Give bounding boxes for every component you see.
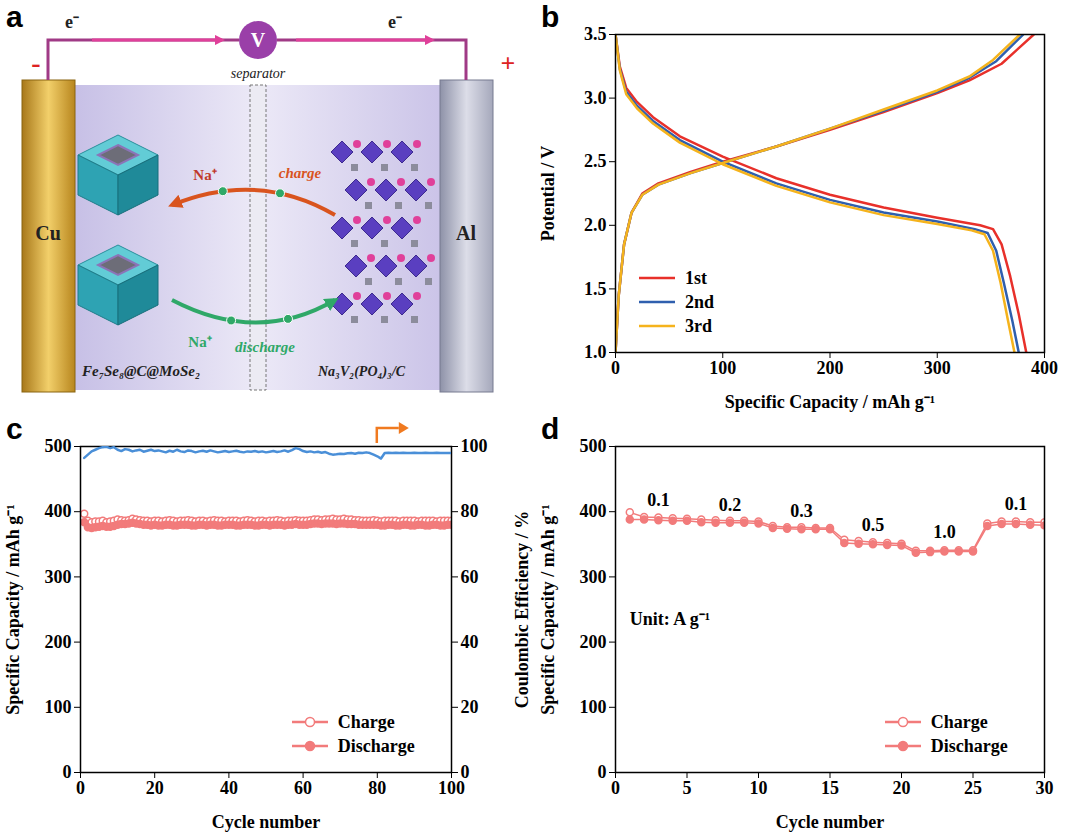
html-text:Discharge: Discharge (337, 735, 415, 756)
svg-text:300: 300 (924, 358, 951, 378)
svg-text:200: 200 (817, 358, 844, 378)
svg-text:Cycle number: Cycle number (776, 812, 884, 832)
svg-text:Na⁺: Na⁺ (188, 334, 211, 350)
svg-text:40: 40 (220, 778, 238, 798)
svg-text:200: 200 (45, 632, 72, 652)
svg-text:0.5: 0.5 (862, 515, 885, 535)
svg-text:30: 30 (1036, 778, 1054, 798)
svg-text:15: 15 (821, 778, 839, 798)
svg-text:20: 20 (893, 778, 911, 798)
svg-text:e⁻: e⁻ (388, 12, 402, 32)
svg-text:300: 300 (580, 567, 607, 587)
svg-text:Potential / V: Potential / V (538, 146, 558, 242)
svg-text:Al: Al (456, 222, 476, 244)
svg-text:0.1: 0.1 (647, 490, 670, 510)
html-text:a: a (6, 0, 23, 33)
svg-text:1.5: 1.5 (584, 279, 607, 299)
html-text:Charge: Charge (930, 711, 988, 732)
svg-text:80: 80 (368, 778, 386, 798)
svg-text:500: 500 (45, 436, 72, 456)
html-text:c: c (6, 412, 23, 445)
svg-text:0: 0 (611, 358, 620, 378)
svg-text:100: 100 (461, 436, 488, 456)
svg-text:0: 0 (598, 762, 607, 782)
svg-text:0.3: 0.3 (790, 501, 813, 521)
html-text:2nd: 2nd (685, 291, 714, 312)
svg-text:Specific Capacity / mAh g⁻¹: Specific Capacity / mAh g⁻¹ (3, 504, 23, 714)
svg-text:0.1: 0.1 (1005, 494, 1028, 514)
svg-text:400: 400 (580, 501, 607, 521)
svg-text:20: 20 (146, 778, 164, 798)
svg-text:Coulombic Efficiency / %: Coulombic Efficiency / % (512, 511, 532, 708)
html-text:1st: 1st (685, 267, 707, 288)
svg-text:60: 60 (461, 567, 479, 587)
svg-text:25: 25 (964, 778, 982, 798)
svg-text:Specific Capacity / mAh g⁻¹: Specific Capacity / mAh g⁻¹ (725, 392, 935, 412)
svg-text:80: 80 (461, 501, 479, 521)
svg-text:1.0: 1.0 (584, 342, 607, 362)
svg-text:V: V (251, 29, 266, 51)
svg-text:500: 500 (580, 436, 607, 456)
svg-text:2.5: 2.5 (584, 151, 607, 171)
svg-text:60: 60 (294, 778, 312, 798)
svg-text:3.5: 3.5 (584, 24, 607, 44)
svg-text:Cycle number: Cycle number (212, 812, 320, 832)
svg-text:0: 0 (76, 778, 85, 798)
svg-text:e⁻: e⁻ (65, 12, 79, 32)
svg-text:Na⁺: Na⁺ (193, 167, 216, 183)
svg-text:0: 0 (611, 778, 620, 798)
svg-text:separator: separator (231, 66, 286, 81)
svg-text:-: - (31, 47, 40, 78)
svg-text:300: 300 (45, 567, 72, 587)
html-text:d: d (541, 412, 560, 445)
svg-text:5: 5 (683, 778, 692, 798)
html-text:Charge: Charge (337, 711, 395, 732)
svg-text:1.0: 1.0 (933, 522, 956, 542)
svg-text:100: 100 (438, 778, 465, 798)
svg-text:Na₃V₂(PO₄)₃/C: Na₃V₂(PO₄)₃/C (317, 364, 406, 380)
svg-text:2.0: 2.0 (584, 215, 607, 235)
html-text:b: b (541, 0, 560, 33)
svg-text:100: 100 (709, 358, 736, 378)
svg-text:+: + (501, 49, 516, 78)
svg-text:0: 0 (63, 762, 72, 782)
svg-text:charge: charge (279, 165, 322, 181)
svg-text:400: 400 (1031, 358, 1058, 378)
html-text:Discharge: Discharge (930, 735, 1008, 756)
svg-text:Cu: Cu (35, 222, 61, 244)
svg-text:100: 100 (580, 697, 607, 717)
svg-text:0: 0 (461, 762, 470, 782)
svg-text:100: 100 (45, 697, 72, 717)
svg-text:20: 20 (461, 697, 479, 717)
svg-text:40: 40 (461, 632, 479, 652)
svg-text:Specific Capacity / mAh g⁻¹: Specific Capacity / mAh g⁻¹ (538, 504, 558, 714)
svg-text:400: 400 (45, 501, 72, 521)
svg-text:10: 10 (750, 778, 768, 798)
svg-text:0.2: 0.2 (719, 495, 742, 515)
svg-text:Unit: A g⁻¹: Unit: A g⁻¹ (630, 609, 710, 629)
svg-text:3.0: 3.0 (584, 88, 607, 108)
svg-text:discharge: discharge (235, 339, 295, 355)
svg-text:Fe₇Se₈@C@MoSe₂: Fe₇Se₈@C@MoSe₂ (81, 363, 200, 379)
html-text:3rd: 3rd (685, 315, 712, 336)
svg-text:200: 200 (580, 632, 607, 652)
